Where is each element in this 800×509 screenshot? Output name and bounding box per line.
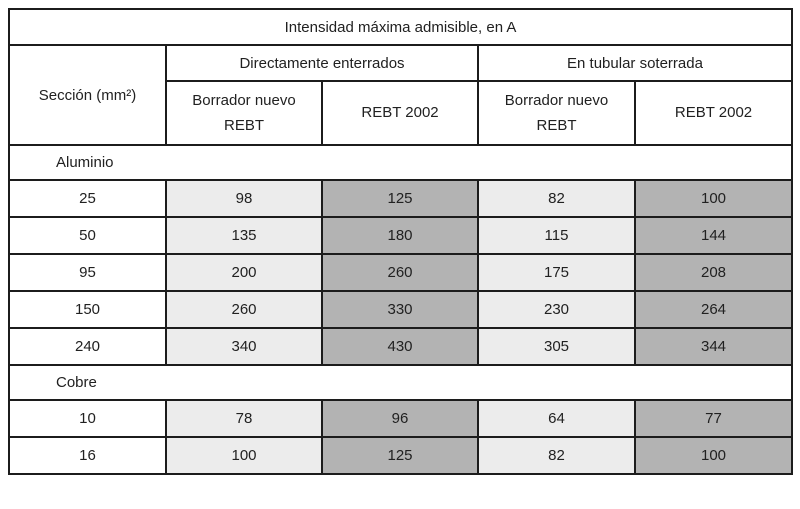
section-cell: 240 — [8, 327, 167, 366]
section-cell: 50 — [8, 216, 167, 255]
table-row: 25 98 125 82 100 — [8, 179, 793, 218]
table-row: 50 135 180 115 144 — [8, 216, 793, 255]
table-row: 150 260 330 230 264 — [8, 290, 793, 329]
table-row: 10 78 96 64 77 — [8, 399, 793, 438]
value-cell: 100 — [165, 436, 323, 475]
value-cell: 305 — [477, 327, 636, 366]
value-cell: 98 — [165, 179, 323, 218]
value-cell: 82 — [477, 179, 636, 218]
value-cell: 230 — [477, 290, 636, 329]
value-cell: 340 — [165, 327, 323, 366]
column-header-borrador-nuevo-rebt-1: Borrador nuevo REBT — [165, 80, 323, 146]
value-cell: 64 — [477, 399, 636, 438]
value-cell: 100 — [634, 179, 793, 218]
value-cell: 125 — [321, 436, 479, 475]
group-header-row: Sección (mm²) Directamente enterrados En… — [8, 44, 793, 146]
value-cell: 135 — [165, 216, 323, 255]
value-cell: 125 — [321, 179, 479, 218]
table-title: Intensidad máxima admisible, en A — [8, 8, 793, 46]
table-row: 240 340 430 305 344 — [8, 327, 793, 366]
column-header-rebt-2002-2: REBT 2002 — [634, 80, 793, 146]
value-cell: 115 — [477, 216, 636, 255]
table-row: 95 200 260 175 208 — [8, 253, 793, 292]
group-header-en-tubular-soterrada: En tubular soterrada — [477, 44, 793, 82]
value-cell: 77 — [634, 399, 793, 438]
value-cell: 344 — [634, 327, 793, 366]
value-cell: 264 — [634, 290, 793, 329]
material-label-aluminio: Aluminio — [8, 144, 793, 181]
value-cell: 330 — [321, 290, 479, 329]
value-cell: 180 — [321, 216, 479, 255]
value-cell: 200 — [165, 253, 323, 292]
section-cell: 16 — [8, 436, 167, 475]
subheader-row: Borrador nuevo REBT REBT 2002 Borrador n… — [9, 80, 793, 146]
value-cell: 260 — [165, 290, 323, 329]
section-cell: 25 — [8, 179, 167, 218]
value-cell: 78 — [165, 399, 323, 438]
title-row: Intensidad máxima admisible, en A — [8, 8, 793, 46]
value-cell: 208 — [634, 253, 793, 292]
value-cell: 82 — [477, 436, 636, 475]
value-cell: 100 — [634, 436, 793, 475]
section-cell: 10 — [8, 399, 167, 438]
table-row: 16 100 125 82 100 — [8, 436, 793, 475]
value-cell: 430 — [321, 327, 479, 366]
group-header-directamente-enterrados: Directamente enterrados — [165, 44, 479, 82]
material-section-row: Aluminio — [8, 144, 793, 181]
admissible-current-table: Intensidad máxima admisible, en A Secció… — [8, 8, 793, 475]
column-header-borrador-nuevo-rebt-2: Borrador nuevo REBT — [477, 80, 636, 146]
section-cell: 150 — [8, 290, 167, 329]
column-header-rebt-2002-1: REBT 2002 — [321, 80, 479, 146]
value-cell: 144 — [634, 216, 793, 255]
value-cell: 175 — [477, 253, 636, 292]
intensity-table: Intensidad máxima admisible, en A Secció… — [8, 8, 793, 475]
material-section-row: Cobre — [8, 364, 793, 401]
value-cell: 260 — [321, 253, 479, 292]
section-cell: 95 — [8, 253, 167, 292]
section-column-header: Sección (mm²) — [8, 44, 167, 146]
material-label-cobre: Cobre — [8, 364, 793, 401]
value-cell: 96 — [321, 399, 479, 438]
